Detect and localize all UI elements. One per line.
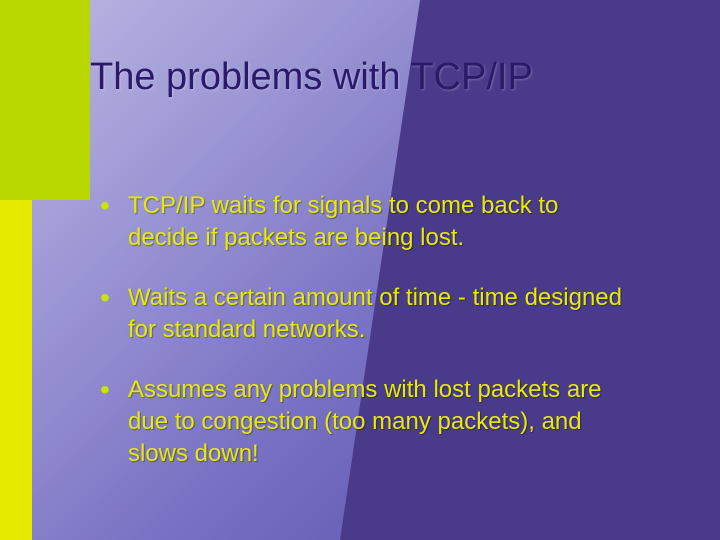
- bullet-icon: •: [100, 190, 128, 222]
- bullet-text: Waits a certain amount of time - time de…: [128, 282, 630, 346]
- slide-title: The problems with TCP/IP: [90, 56, 650, 99]
- bullet-icon: •: [100, 282, 128, 314]
- bullet-icon: •: [100, 374, 128, 406]
- presentation-slide: The problems with TCP/IP • TCP/IP waits …: [0, 0, 720, 540]
- list-item: • Assumes any problems with lost packets…: [100, 374, 630, 470]
- green-corner-block: [0, 0, 90, 200]
- bullet-text: TCP/IP waits for signals to come back to…: [128, 190, 630, 254]
- list-item: • Waits a certain amount of time - time …: [100, 282, 630, 346]
- bullet-text: Assumes any problems with lost packets a…: [128, 374, 630, 470]
- yellow-side-bar: [0, 200, 32, 540]
- list-item: • TCP/IP waits for signals to come back …: [100, 190, 630, 254]
- bullet-list: • TCP/IP waits for signals to come back …: [100, 190, 630, 498]
